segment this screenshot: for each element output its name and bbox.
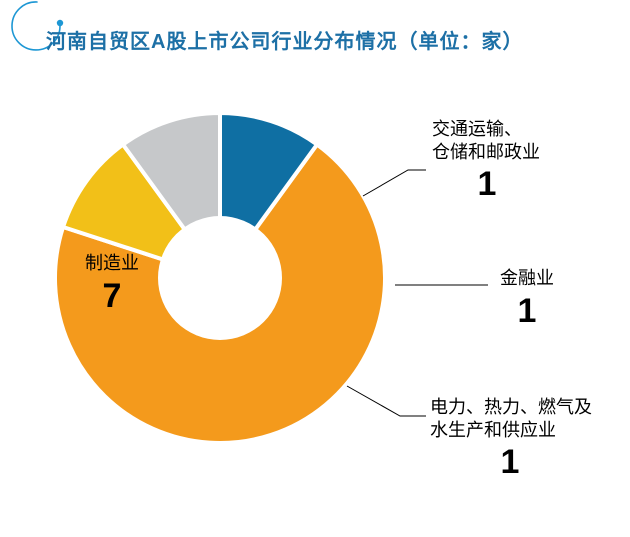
- label-finance-value: 1: [492, 292, 562, 331]
- label-power: 电力、热力、燃气及 水生产和供应业 1: [430, 396, 592, 482]
- label-manufacturing-value: 7: [72, 277, 152, 316]
- chart-page: { "title": "河南自贸区A股上市公司行业分布情况（单位：家）", "t…: [0, 0, 630, 537]
- label-transport-name-1: 交通运输、: [432, 118, 542, 141]
- label-finance-name: 金融业: [492, 267, 562, 290]
- label-transport-name-2: 仓储和邮政业: [432, 141, 542, 164]
- label-manufacturing-name: 制造业: [72, 252, 152, 275]
- label-transport-value: 1: [432, 165, 542, 204]
- chart-title-wrap: 河南自贸区A股上市公司行业分布情况（单位：家）: [46, 25, 523, 54]
- chart-title: 河南自贸区A股上市公司行业分布情况（单位：家）: [46, 25, 523, 54]
- label-power-name-2: 水生产和供应业: [430, 419, 592, 442]
- label-finance: 金融业 1: [492, 267, 562, 331]
- label-power-value: 1: [430, 443, 590, 482]
- label-manufacturing: 制造业 7: [72, 252, 152, 316]
- label-transport: 交通运输、 仓储和邮政业 1: [432, 118, 542, 204]
- label-power-name-1: 电力、热力、燃气及: [430, 396, 592, 419]
